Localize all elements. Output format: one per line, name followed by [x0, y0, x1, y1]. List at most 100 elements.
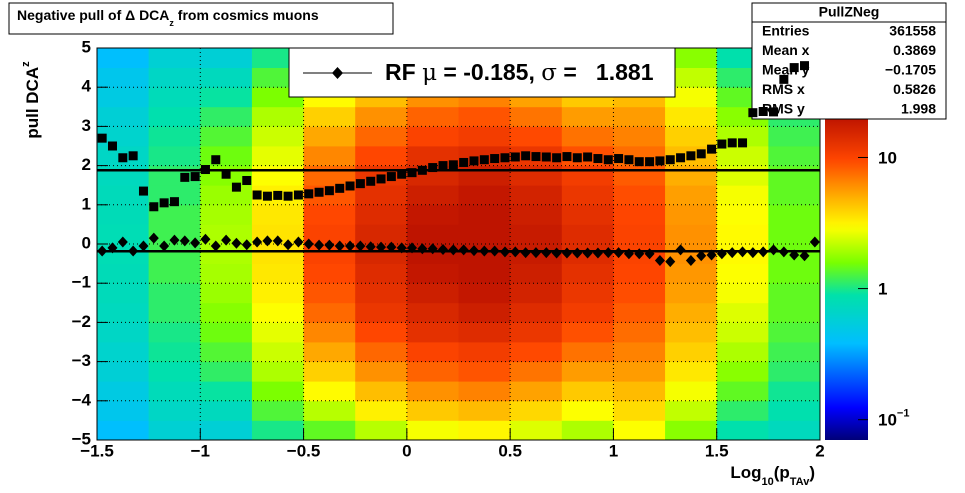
stats-key: RMS y — [762, 101, 805, 117]
heat-cell — [510, 420, 563, 441]
sigma-point — [159, 198, 169, 208]
heat-cell — [303, 420, 356, 441]
heat-cell — [251, 342, 304, 362]
mean-point — [489, 245, 500, 257]
heat-cell — [200, 420, 253, 441]
heat-cell — [97, 106, 150, 127]
heat-cell — [355, 263, 408, 284]
mean-point — [727, 247, 738, 259]
heat-cell — [355, 185, 408, 206]
heat-cell — [561, 224, 614, 245]
z-tick-base: 10 — [878, 149, 897, 168]
heat-cell — [510, 204, 563, 225]
heat-cell — [406, 106, 459, 127]
heat-cell — [200, 342, 253, 362]
sigma-point — [758, 107, 768, 117]
mean-point — [520, 247, 531, 259]
heat-cell — [458, 342, 511, 362]
heat-cell — [510, 302, 563, 323]
mean-point — [530, 247, 541, 259]
sigma-point — [407, 168, 417, 178]
sigma-point — [314, 187, 324, 197]
heat-cell — [458, 126, 511, 147]
heat-cell — [303, 204, 356, 225]
heat-cell — [251, 106, 304, 127]
stats-value: 0.3869 — [893, 42, 936, 58]
mean-point — [427, 243, 438, 255]
sigma-point — [428, 163, 438, 173]
heat-cell — [406, 302, 459, 323]
heat-cell — [303, 283, 356, 304]
heat-cell — [355, 106, 408, 127]
mean-point — [148, 232, 159, 244]
mean-point — [272, 235, 283, 247]
y-tick-label: 0 — [82, 233, 91, 252]
heat-cell — [716, 400, 769, 421]
heat-cell — [200, 244, 253, 264]
stats-key: RMS x — [762, 81, 805, 97]
sigma-point — [293, 190, 303, 200]
mean-point — [107, 242, 118, 254]
sigma-point — [386, 172, 396, 182]
sigma-point — [552, 153, 562, 163]
mean-point — [737, 246, 748, 258]
heat-cell — [200, 263, 253, 284]
y-axis-label: pull DCAz — [20, 61, 43, 139]
mean-point — [685, 254, 696, 266]
heat-cell — [97, 126, 150, 147]
heat-cell — [561, 322, 614, 343]
heat-cell — [303, 244, 356, 264]
heat-cell — [406, 146, 459, 166]
sigma-point — [252, 190, 262, 200]
stats-value: 0.5826 — [893, 81, 936, 97]
heat-cell — [561, 126, 614, 147]
heat-cell — [97, 204, 150, 225]
mean-point — [572, 247, 583, 259]
heat-cell — [251, 302, 304, 323]
heat-cell — [200, 400, 253, 421]
heat-cell — [148, 361, 201, 382]
stats-value: 361558 — [889, 23, 936, 39]
mean-point — [334, 240, 345, 252]
sigma-point — [366, 176, 376, 186]
mean-point — [561, 247, 572, 259]
heat-cell — [355, 322, 408, 343]
heat-cell — [200, 48, 253, 68]
mean-point — [324, 239, 335, 251]
sigma-point — [769, 107, 779, 117]
heat-cell — [303, 361, 356, 382]
heat-cell — [355, 204, 408, 225]
sigma-point — [448, 160, 458, 170]
sigma-point — [211, 155, 221, 165]
heat-cell — [97, 263, 150, 284]
heat-cell — [665, 87, 718, 108]
heat-cell — [355, 283, 408, 304]
mean-point — [716, 248, 727, 260]
heat-cell — [510, 361, 563, 382]
mean-point — [128, 245, 139, 257]
sigma-point — [138, 186, 148, 196]
heat-cell — [355, 381, 408, 402]
heat-cell — [97, 381, 150, 402]
legend-marker — [332, 67, 343, 79]
mean-point — [169, 234, 180, 246]
heat-cell — [251, 146, 304, 166]
sigma-point — [469, 156, 479, 166]
heat-cell — [716, 224, 769, 245]
mean-point — [179, 235, 190, 247]
y-tick-label: 2 — [82, 155, 91, 174]
heat-cell — [251, 400, 304, 421]
sigma-point — [800, 61, 810, 71]
mean-point — [613, 247, 624, 259]
heat-cell — [303, 126, 356, 147]
sigma-point — [397, 169, 407, 179]
sigma-point — [242, 175, 252, 185]
heat-cell — [148, 126, 201, 147]
z-tick-label: 10−1 — [878, 408, 909, 431]
sigma-point — [304, 189, 314, 199]
x-label-mid: (p — [774, 463, 790, 482]
sigma-point — [355, 179, 365, 189]
y-tick-label: 1 — [82, 194, 91, 213]
heat-cell — [148, 48, 201, 68]
